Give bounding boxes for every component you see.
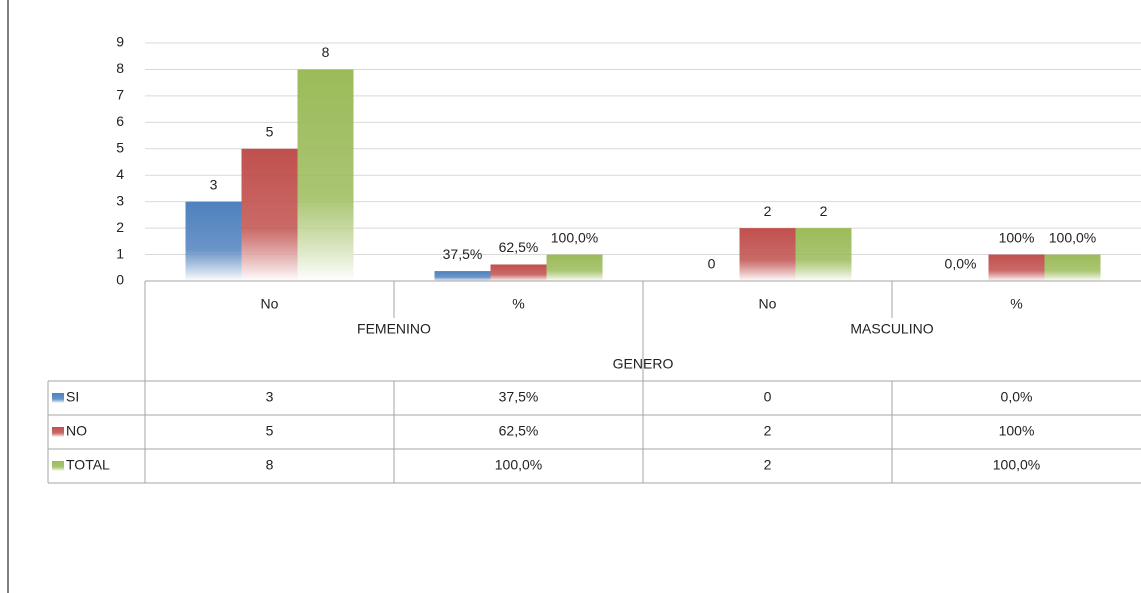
y-tick-label: 3 (116, 192, 124, 208)
bar (241, 148, 298, 281)
data-label: 100,0% (551, 229, 598, 245)
bar (185, 201, 242, 281)
x-tick-label: % (1010, 296, 1022, 312)
x-tick-label: No (261, 296, 279, 312)
y-tick-label: 7 (116, 87, 124, 103)
data-label: 5 (266, 123, 274, 139)
table-cell: 100% (999, 423, 1035, 439)
y-tick-label: 5 (116, 139, 124, 155)
data-label: 8 (322, 44, 330, 60)
legend-label: TOTAL (66, 457, 110, 473)
data-label: 100,0% (1049, 229, 1096, 245)
y-tick-label: 8 (116, 60, 124, 76)
table-cell: 3 (266, 389, 274, 405)
table-cell: 0 (764, 389, 772, 405)
data-label: 0,0% (945, 256, 977, 272)
bar (988, 254, 1045, 281)
data-label: 0 (708, 256, 716, 272)
y-tick-label: 9 (116, 34, 124, 50)
bar (297, 69, 354, 281)
y-tick-label: 2 (116, 219, 124, 235)
table-cell: 8 (266, 457, 274, 473)
group-label: MASCULINO (850, 321, 933, 337)
x-tick-label: % (512, 296, 524, 312)
table-cell: 2 (764, 423, 772, 439)
y-tick-label: 4 (116, 166, 124, 182)
table-cell: 2 (764, 457, 772, 473)
data-label: 37,5% (443, 246, 483, 262)
legend-key (52, 461, 64, 471)
legend-key (52, 393, 64, 403)
bar (1044, 254, 1101, 281)
bar (795, 228, 852, 281)
data-label: 62,5% (499, 239, 539, 255)
group-label: FEMENINO (357, 321, 431, 337)
table-cell: 100,0% (495, 457, 542, 473)
table-cell: 37,5% (499, 389, 539, 405)
data-label: 2 (764, 203, 772, 219)
bar (490, 264, 547, 281)
legend-label: NO (66, 423, 87, 439)
data-label: 100% (999, 229, 1035, 245)
legend-key (52, 427, 64, 437)
table-cell: 5 (266, 423, 274, 439)
legend-label: SI (66, 389, 79, 405)
x-tick-label: No (759, 296, 777, 312)
table-cell: 62,5% (499, 423, 539, 439)
table-cell: 0,0% (1001, 389, 1033, 405)
bar (739, 228, 796, 281)
bar (546, 254, 603, 281)
y-tick-label: 0 (116, 272, 124, 288)
data-label: 2 (820, 203, 828, 219)
y-tick-label: 6 (116, 113, 124, 129)
table-cell: 100,0% (993, 457, 1040, 473)
y-tick-label: 1 (116, 245, 124, 261)
bar (434, 271, 491, 281)
data-label: 3 (210, 176, 218, 192)
